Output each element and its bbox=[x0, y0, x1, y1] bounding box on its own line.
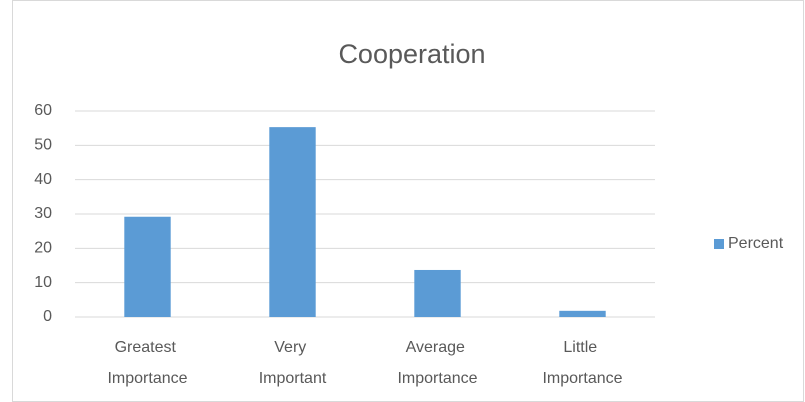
chart-title: Cooperation bbox=[338, 39, 485, 69]
bar bbox=[414, 269, 461, 317]
bar bbox=[124, 216, 171, 317]
legend-label: Percent bbox=[728, 235, 784, 252]
y-tick-label: 60 bbox=[34, 102, 52, 119]
y-tick-label: 0 bbox=[43, 308, 52, 325]
x-tick-label: Average Importance bbox=[397, 339, 477, 387]
chart-frame bbox=[12, 0, 804, 402]
y-tick-label: 10 bbox=[34, 274, 52, 291]
bar bbox=[559, 310, 606, 317]
x-tick-label: Little Importance bbox=[542, 339, 622, 387]
x-tick-label: Very Important bbox=[259, 339, 327, 387]
bar bbox=[269, 127, 316, 318]
y-tick-label: 50 bbox=[34, 137, 52, 154]
x-tick-label: Greatest Importance bbox=[107, 339, 187, 387]
legend-swatch bbox=[714, 239, 724, 249]
y-tick-label: 20 bbox=[34, 240, 52, 257]
y-tick-label: 40 bbox=[34, 171, 52, 188]
y-tick-label: 30 bbox=[34, 205, 52, 222]
